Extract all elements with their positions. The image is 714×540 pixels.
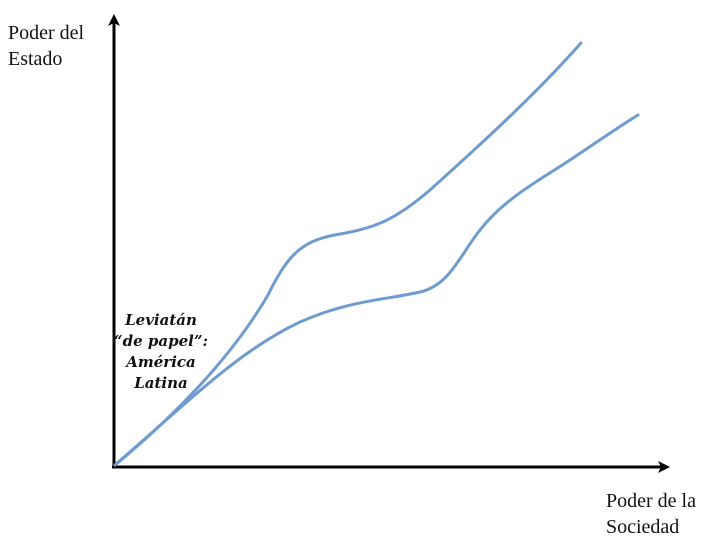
- annotation-line-2: “de papel”:: [114, 332, 208, 350]
- upper-curve: [113, 41, 583, 467]
- x-axis-label: Poder de la Sociedad: [606, 488, 696, 540]
- x-axis-label-line-2: Sociedad: [606, 516, 680, 538]
- y-axis-label-line-1: Poder del: [8, 22, 85, 44]
- paper-leviathan-annotation: Leviatán “de papel”: América Latina: [108, 310, 214, 394]
- annotation-line-4: Latina: [134, 374, 188, 392]
- y-axis-label-line-2: Estado: [8, 48, 63, 70]
- x-axis-label-line-1: Poder de la: [606, 490, 696, 512]
- annotation-line-1: Leviatán: [125, 311, 197, 329]
- y-axis-label: Poder del Estado: [8, 20, 84, 72]
- lower-curve: [113, 113, 640, 467]
- annotation-line-3: América: [126, 353, 196, 371]
